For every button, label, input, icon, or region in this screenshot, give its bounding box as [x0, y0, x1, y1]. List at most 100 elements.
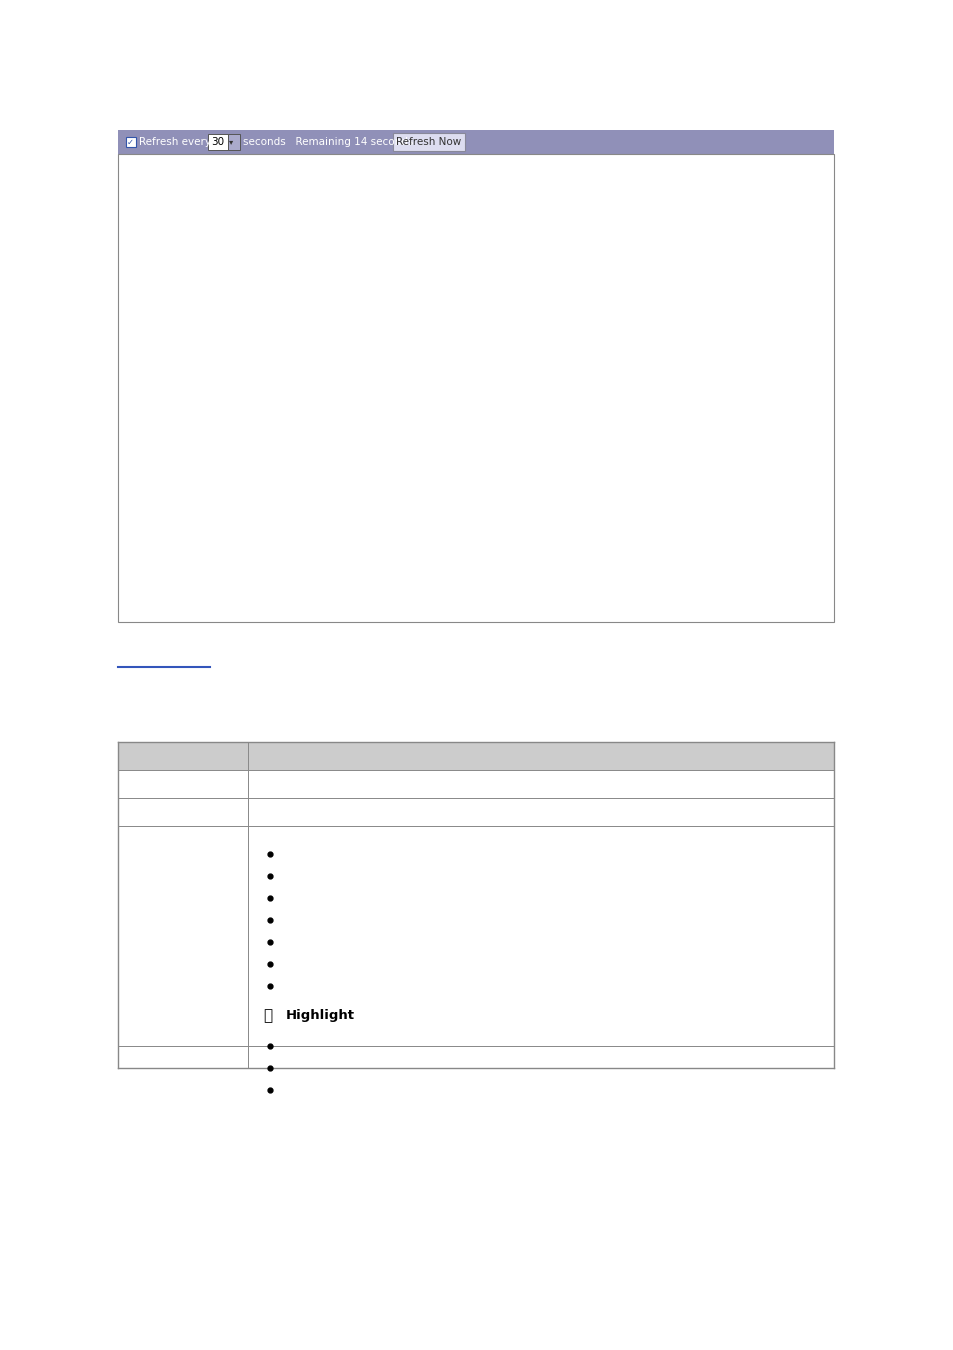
Bar	[118, 286, 833, 302]
Bar	[118, 190, 833, 207]
Bar	[118, 826, 833, 1046]
Bar	[118, 743, 833, 770]
Bar	[118, 154, 833, 174]
Text: Fan [1] status is fault: Fan [1] status is fault	[398, 225, 501, 235]
Text: 2000-01-01 08:03:02: 2000-01-01 08:03:02	[145, 305, 247, 315]
Text: 4: 4	[121, 225, 127, 235]
Bar	[118, 270, 833, 286]
Bar	[118, 154, 833, 622]
Text: No license file, feature IPS upgrade failed!: No license file, feature IPS upgrade fai…	[398, 385, 604, 396]
Bar	[118, 462, 833, 487]
Bar	[118, 333, 833, 350]
Text: Informational: Informational	[321, 352, 386, 363]
Text: Notice: Notice	[321, 401, 352, 410]
Text: IFM daemon started!: IFM daemon started!	[398, 256, 499, 267]
Text: ifmd: ifmd	[257, 193, 279, 202]
Text: Highlight: Highlight	[286, 1010, 355, 1022]
Text: 20: 20	[121, 495, 133, 506]
Text: 2010-10-19 10:52:45: 2010-10-19 10:52:45	[145, 433, 248, 443]
Text: 2010-10-19 10:50:21: 2010-10-19 10:50:21	[145, 554, 248, 564]
Text: Module: Module	[264, 159, 307, 169]
Text: UCIF: UCIF	[257, 305, 280, 315]
Text: 8: 8	[121, 289, 127, 298]
Text: LICENSE: LICENSE	[257, 450, 298, 459]
Text: LICENSE: LICENSE	[257, 385, 298, 396]
Bar	[393, 134, 464, 151]
Text: UCIF: UCIF	[257, 321, 280, 331]
Text: UCIF: UCIF	[257, 495, 280, 506]
Text: UCIF: UCIF	[257, 352, 280, 363]
Bar	[118, 589, 833, 603]
Bar	[118, 238, 833, 254]
Text: CLI: CLI	[257, 177, 273, 188]
Bar	[118, 130, 833, 154]
Text: 25: 25	[121, 591, 133, 601]
Text: 2000-01-01 08:03:19: 2000-01-01 08:03:19	[145, 273, 247, 284]
Bar	[118, 514, 833, 531]
Text: Error: Error	[321, 369, 344, 379]
Text: ifmd: ifmd	[257, 401, 279, 410]
Text: Informational: Informational	[321, 321, 386, 331]
Text: ▾: ▾	[229, 138, 233, 147]
Text: Failed to upgrade the IPS signature base.: Failed to upgrade the IPS signature base…	[398, 369, 599, 379]
Text: 2000-01-01 08:03:23: 2000-01-01 08:03:23	[145, 225, 247, 235]
Text: Auto upgrade of the IPS signature failed in 'Obtain URL' phase. Reason: 'Couldn': Auto upgrade of the IPS signature failed…	[398, 490, 793, 501]
Text: Notice: Notice	[321, 273, 352, 284]
Text: 2000-01-01 08:03:24: 2000-01-01 08:03:24	[145, 193, 247, 202]
Text: UCIF: UCIF	[257, 554, 280, 564]
Bar	[118, 207, 833, 221]
Text: devmd: devmd	[257, 209, 292, 219]
Text: Error: Error	[321, 433, 344, 443]
Text: UCIF: UCIF	[257, 369, 280, 379]
Text: 12: 12	[121, 352, 133, 363]
Text: 2000-01-01 08:03:01: 2000-01-01 08:03:01	[145, 321, 247, 331]
Text: Error: Error	[321, 533, 344, 543]
Bar	[118, 221, 833, 238]
Text: No license file, feature IPS upgrade failed!: No license file, feature IPS upgrade fai…	[398, 533, 604, 543]
Text: 2010-10-19 10:52:43: 2010-10-19 10:52:43	[145, 450, 248, 459]
Bar	[118, 798, 833, 826]
Text: 2010-10-19 11:45:43: 2010-10-19 11:45:43	[145, 401, 247, 410]
Text: Error: Error	[321, 591, 344, 601]
Text: Fan [0] status is fault: Fan [0] status is fault	[398, 242, 501, 251]
Bar	[118, 531, 833, 545]
Text: resolve host 'www.h3c.com.cn'": resolve host 'www.h3c.com.cn'"	[398, 475, 552, 486]
Bar	[118, 446, 833, 462]
Text: Warning: Warning	[321, 225, 361, 235]
Text: 18: 18	[121, 450, 133, 459]
Text: 22: 22	[121, 533, 133, 543]
Text: DEVM daemon started!: DEVM daemon started!	[398, 273, 512, 284]
Text: devmd: devmd	[257, 242, 292, 251]
Text: No license file, feature IPS upgrade failed!: No license file, feature IPS upgrade fai…	[398, 591, 604, 601]
Text: 6: 6	[121, 256, 127, 267]
Text: Error: Error	[321, 554, 344, 564]
Bar	[118, 603, 833, 622]
Text: 13: 13	[121, 369, 133, 379]
Text: 2000-01-01 08:03:23: 2000-01-01 08:03:23	[145, 209, 247, 219]
Bar	[118, 545, 833, 572]
Text: Informational: Informational	[321, 305, 386, 315]
Text: 2010-10-19 11:05:22: 2010-10-19 11:05:22	[145, 417, 248, 427]
Text: devmd: devmd	[257, 225, 292, 235]
Text: Notice: Notice	[321, 256, 352, 267]
Text: Informational: Informational	[321, 177, 386, 188]
Text: Interface m-gigabit0/0/0 is up: Interface m-gigabit0/0/0 is up	[398, 193, 543, 202]
Text: 2010-10-19 11:48:13: 2010-10-19 11:48:13	[145, 369, 247, 379]
Text: Error: Error	[321, 385, 344, 396]
Text: LICENSE: LICENSE	[257, 533, 298, 543]
Text: Error: Error	[321, 575, 344, 585]
Text: System has been started.: System has been started.	[398, 177, 523, 188]
Text: resolve host 'www.h3c.com.cn'": resolve host 'www.h3c.com.cn'"	[398, 502, 552, 512]
Bar	[118, 366, 833, 382]
Text: UCIF: UCIF	[257, 575, 280, 585]
Text: 11: 11	[121, 338, 133, 347]
Bar	[126, 136, 136, 147]
Text: Failed to upgrade the IPS signature base.: Failed to upgrade the IPS signature base…	[398, 575, 599, 585]
Text: 21: 21	[121, 517, 133, 526]
Text: seconds   Remaining 14 seconds: seconds Remaining 14 seconds	[243, 136, 413, 147]
Text: Informational: Informational	[321, 338, 386, 347]
Bar	[118, 572, 833, 589]
Text: UCIF: UCIF	[257, 470, 280, 481]
Text: 19: 19	[121, 470, 133, 481]
Text: 2010-10-19 10:51:25: 2010-10-19 10:51:25	[145, 495, 248, 506]
